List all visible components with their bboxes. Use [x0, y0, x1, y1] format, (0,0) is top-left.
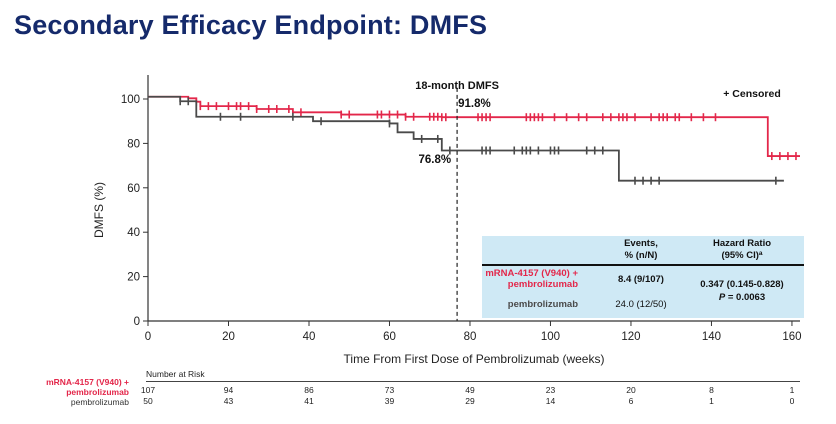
- y-tick-label: 60: [127, 183, 140, 195]
- risk-count-mono: 0: [789, 396, 795, 406]
- hr-header-superscript: a: [759, 250, 763, 257]
- risk-group1-label: mRNA-4157 (V940) + pembrolizumab: [9, 377, 129, 397]
- risk-count-combo: 1: [789, 385, 795, 395]
- x-tick-label: 120: [621, 331, 640, 343]
- risk-count-mono: 29: [465, 396, 475, 406]
- summary-table-bg: [482, 236, 804, 318]
- risk-count-mono: 1: [709, 396, 714, 406]
- y-axis-title: DMFS (%): [92, 182, 106, 238]
- table-arm-combo-line2: pembrolizumab: [508, 279, 578, 290]
- risk-count-combo: 8: [709, 385, 714, 395]
- table-hr-value: 0.347 (0.145-0.828): [700, 279, 783, 290]
- x-tick-label: 60: [383, 331, 396, 343]
- y-tick-label: 0: [134, 316, 140, 328]
- risk-group1-label-line: mRNA-4157 (V940) +: [46, 377, 129, 387]
- table-arm-mono: pembrolizumab: [508, 299, 578, 310]
- table-events-mono: 24.0 (12/50): [615, 299, 666, 310]
- table-p-number: = 0.0063: [725, 292, 765, 303]
- risk-count-combo: 23: [545, 385, 556, 395]
- table-events-combo: 8.4 (9/107): [618, 274, 664, 285]
- slide-title: Secondary Efficacy Endpoint: DMFS: [14, 10, 488, 40]
- risk-count-mono: 41: [304, 396, 314, 406]
- x-tick-label: 100: [541, 331, 560, 343]
- risk-group1-label-line: pembrolizumab: [66, 387, 129, 397]
- risk-count-mono: 39: [384, 396, 395, 406]
- risk-count-mono: 6: [628, 396, 634, 406]
- table-arm-combo-line1: mRNA-4157 (V940) +: [485, 268, 578, 279]
- annotation-mono-value: 76.8%: [418, 154, 451, 166]
- risk-count-combo: 49: [465, 385, 475, 395]
- x-tick-label: 160: [782, 331, 801, 343]
- hr-header-line2: (95% CI)a: [721, 250, 762, 261]
- table-p-label: P: [719, 292, 726, 303]
- risk-group2-label: pembrolizumab: [70, 397, 129, 407]
- table-p-value: P = 0.0063: [719, 292, 765, 303]
- risk-count-mono: 50: [143, 396, 153, 406]
- x-tick-label: 140: [702, 331, 721, 343]
- censored-legend: + Censored: [723, 88, 780, 100]
- y-tick-label: 80: [127, 138, 140, 150]
- risk-count-combo: 107: [140, 385, 156, 395]
- y-tick-label: 20: [127, 272, 140, 284]
- hr-header-line1: Hazard Ratio: [713, 238, 771, 249]
- risk-count-combo: 20: [626, 385, 636, 395]
- risk-count-combo: 73: [384, 385, 395, 395]
- y-tick-label: 100: [121, 94, 140, 106]
- x-tick-label: 80: [464, 331, 477, 343]
- events-header-line1: Events,: [624, 238, 658, 249]
- events-header-line2: % (n/N): [625, 250, 658, 261]
- y-tick-label: 40: [127, 227, 140, 239]
- risk-count-mono: 14: [545, 396, 556, 406]
- risk-count-combo: 94: [223, 385, 234, 395]
- risk-table-heading: Number at Risk: [146, 369, 205, 379]
- x-axis-title: Time From First Dose of Pembrolizumab (w…: [344, 352, 605, 366]
- x-tick-label: 0: [145, 331, 151, 343]
- annotation-combo-value: 91.8%: [458, 98, 491, 110]
- annotation-18-month: 18-month DMFS: [415, 80, 499, 92]
- risk-table-rule: [146, 381, 800, 382]
- x-tick-label: 40: [303, 331, 316, 343]
- risk-count-mono: 43: [223, 396, 234, 406]
- risk-count-combo: 86: [304, 385, 314, 395]
- km-curve-mono: [148, 95, 784, 182]
- x-tick-label: 20: [222, 331, 235, 343]
